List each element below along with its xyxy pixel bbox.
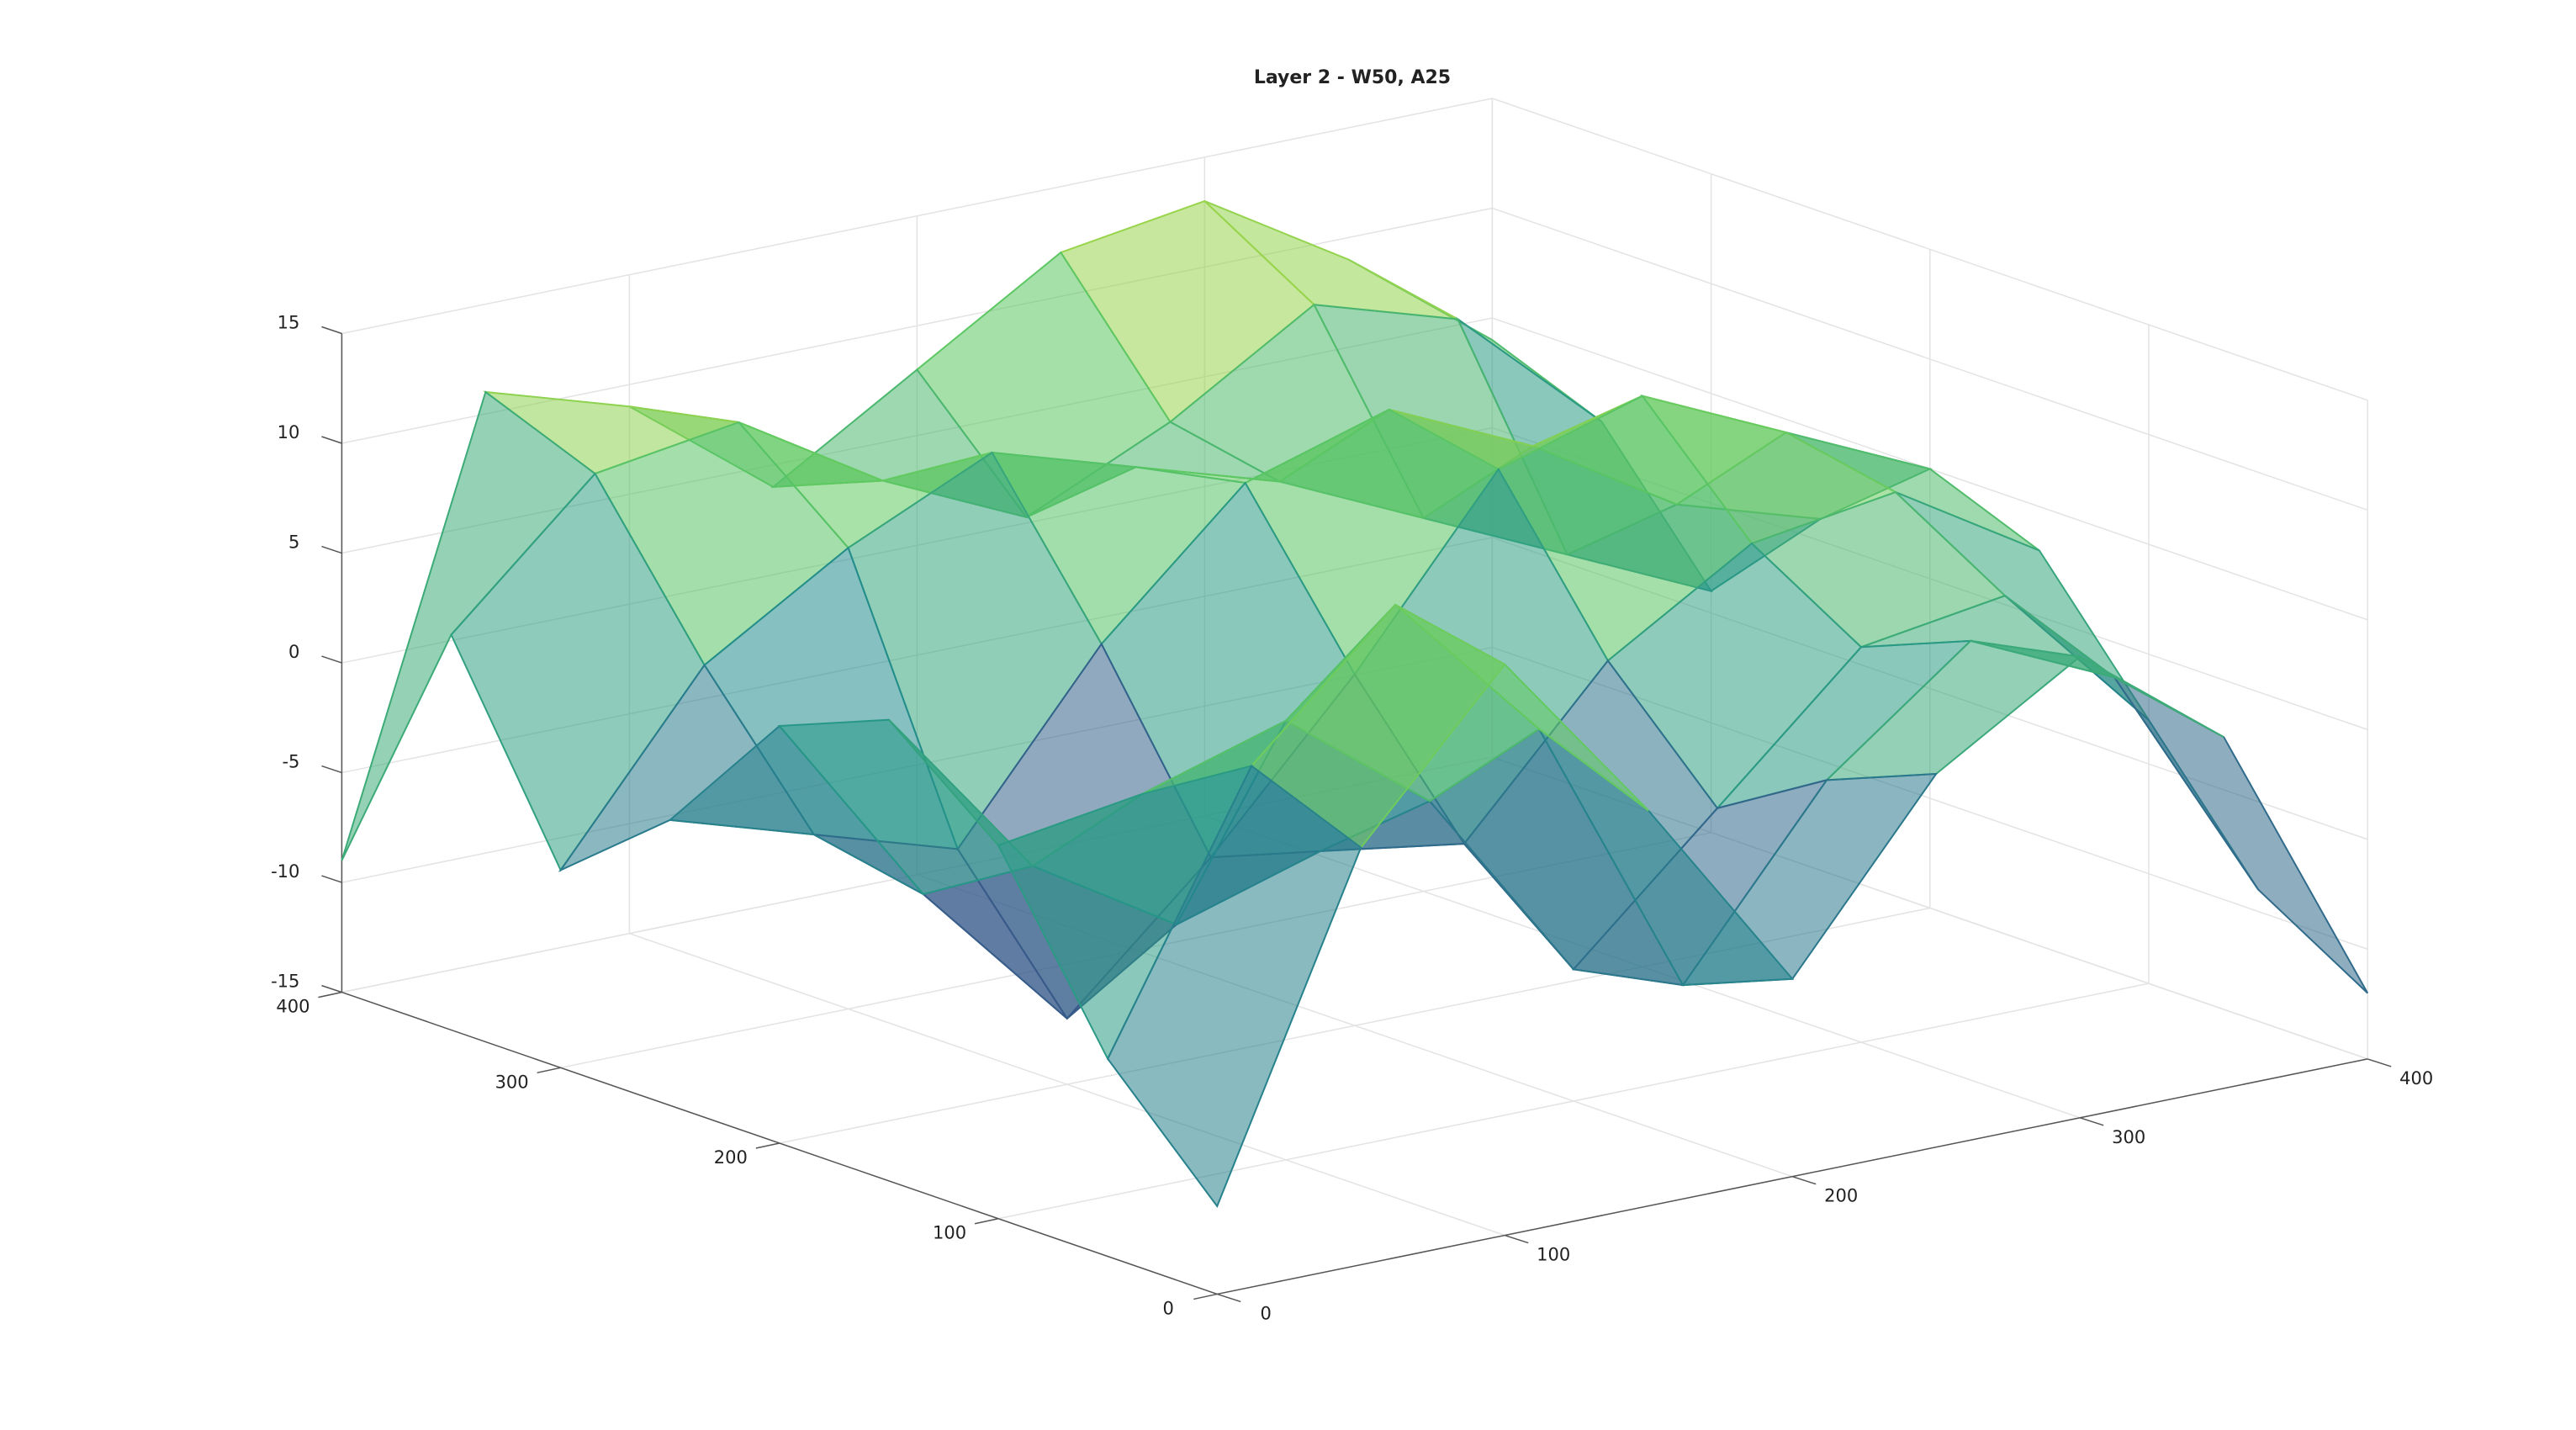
z-tick-label: 0 xyxy=(288,642,299,662)
tick-mark xyxy=(321,875,342,883)
z-tick-label: -15 xyxy=(271,972,299,992)
y-tick-label: 0 xyxy=(1163,1298,1174,1318)
z-tick-label: -10 xyxy=(271,861,299,882)
chart-title: Layer 2 - W50, A25 xyxy=(1254,67,1451,88)
z-tick-label: 10 xyxy=(278,422,300,442)
tick-mark xyxy=(318,991,342,998)
tick-mark xyxy=(974,1217,999,1225)
surface-cell xyxy=(2113,676,2369,994)
tick-mark xyxy=(321,984,342,993)
tick-mark xyxy=(1193,1293,1218,1300)
tick-mark xyxy=(1217,1293,1241,1303)
tick-mark xyxy=(2367,1058,2392,1067)
tick-mark xyxy=(321,765,342,774)
grid-line xyxy=(341,98,1493,335)
tick-mark xyxy=(755,1142,780,1149)
grid-line xyxy=(997,982,2150,1220)
tick-mark xyxy=(321,326,342,335)
z-tick-label: -5 xyxy=(282,752,299,772)
grid-line xyxy=(1492,98,2368,401)
tick-mark xyxy=(321,655,342,664)
tick-mark xyxy=(2079,1117,2104,1126)
tick-mark xyxy=(321,545,342,554)
x-tick-label: 400 xyxy=(2399,1068,2433,1088)
tick-mark xyxy=(321,436,342,444)
x-tick-label: 200 xyxy=(1824,1186,1858,1206)
x-tick-label: 0 xyxy=(1261,1303,1272,1323)
x-tick-label: 300 xyxy=(2112,1127,2145,1147)
surface-cell xyxy=(1106,764,1362,1209)
y-tick-label: 300 xyxy=(495,1072,529,1092)
y-tick-label: 100 xyxy=(933,1223,966,1243)
grid-line xyxy=(1492,207,2368,511)
tick-mark xyxy=(537,1067,561,1074)
tick-mark xyxy=(1791,1175,1817,1185)
x-tick-label: 100 xyxy=(1537,1245,1570,1265)
z-tick-label: 5 xyxy=(288,532,299,553)
y-tick-label: 400 xyxy=(276,997,309,1017)
y-tick-label: 200 xyxy=(714,1147,748,1168)
z-tick-label: 15 xyxy=(278,313,300,333)
tick-mark xyxy=(1504,1234,1529,1244)
